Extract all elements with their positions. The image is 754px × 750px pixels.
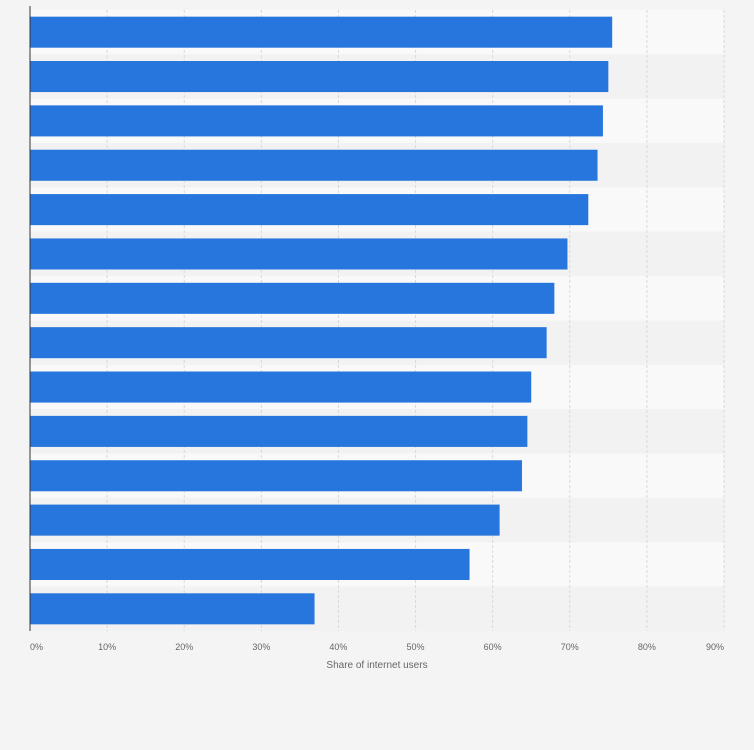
- bar[interactable]: [30, 371, 532, 403]
- bar[interactable]: [30, 460, 522, 492]
- x-axis-title: Share of internet users: [326, 660, 427, 671]
- bar[interactable]: [30, 105, 603, 137]
- bar[interactable]: [30, 504, 500, 536]
- bar[interactable]: [30, 238, 568, 270]
- x-tick-label: 30%: [252, 642, 270, 652]
- x-tick-label: 10%: [98, 642, 116, 652]
- x-tick-label: 50%: [407, 642, 425, 652]
- bar[interactable]: [30, 548, 470, 580]
- x-axis-ticks: 0% 10% 20% 30% 40% 50% 60% 70% 80% 90%: [30, 642, 724, 652]
- x-tick-label: 80%: [638, 642, 656, 652]
- bar[interactable]: [30, 194, 589, 226]
- bars: [30, 16, 613, 625]
- x-tick-label: 60%: [484, 642, 502, 652]
- bar[interactable]: [30, 61, 609, 93]
- row-bands: [30, 10, 724, 631]
- x-tick-label: 40%: [329, 642, 347, 652]
- bar[interactable]: [30, 327, 547, 359]
- x-tick-label: 20%: [175, 642, 193, 652]
- bar[interactable]: [30, 282, 555, 314]
- x-tick-label: 70%: [561, 642, 579, 652]
- bar[interactable]: [30, 415, 528, 447]
- x-tick-label: 90%: [706, 642, 724, 652]
- bar[interactable]: [30, 149, 598, 181]
- bar[interactable]: [30, 593, 315, 625]
- x-tick-label: 0%: [30, 642, 43, 652]
- bar[interactable]: [30, 16, 613, 48]
